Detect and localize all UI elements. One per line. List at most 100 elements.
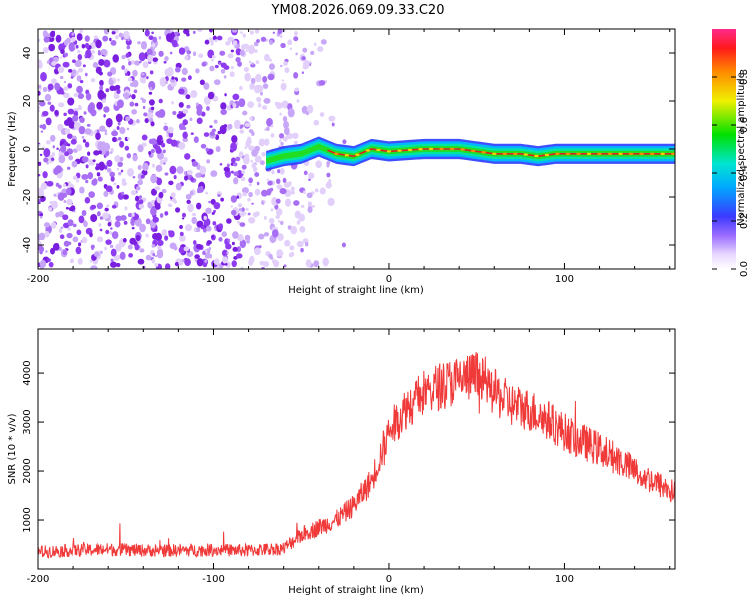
spectrogram-ridge-peak-line — [327, 148, 675, 158]
spectrogram-speckle — [84, 35, 90, 42]
spectrogram-speckle — [304, 241, 309, 247]
spectrogram-speckle — [319, 112, 325, 117]
spectrogram-speckle — [67, 227, 71, 231]
spectrogram-speckle — [214, 64, 219, 69]
spectrogram-speckle — [165, 263, 171, 269]
spectrogram-speckle — [163, 156, 168, 163]
spectrogram-speckle — [125, 38, 132, 46]
spectrogram-speckle — [135, 119, 140, 124]
spectrogram-speckle — [184, 224, 193, 232]
spectrogram-speckle — [287, 108, 295, 118]
spectrogram-speckle — [110, 258, 114, 262]
spectrogram-speckle — [40, 72, 47, 82]
spectrogram-speckle — [115, 34, 119, 40]
spectrogram-speckle — [212, 221, 217, 226]
spectrogram-speckle — [146, 76, 149, 80]
spectrogram-speckle — [58, 210, 65, 218]
spectrogram-speckle — [239, 129, 245, 134]
spectrogram-speckle — [219, 163, 223, 166]
spectrogram-speckle — [175, 207, 181, 213]
spectrogram-speckle — [186, 104, 191, 109]
spectrogram-speckle — [205, 207, 212, 214]
spectrogram-speckle — [232, 102, 237, 109]
spectrogram-speckle — [327, 197, 335, 207]
spectrogram-speckle — [112, 136, 117, 143]
spectrogram-speckle — [238, 234, 244, 239]
spectrogram-speckle — [280, 82, 287, 91]
spectrogram-speckle — [85, 179, 89, 184]
spectrogram-speckle — [70, 138, 77, 145]
spectrogram-speckle — [207, 91, 215, 100]
spectrogram-speckle — [125, 116, 131, 122]
spectrogram-speckle — [63, 240, 70, 247]
spectrogram-speckle — [178, 88, 185, 95]
spectrogram-speckle — [89, 259, 93, 263]
spectrogram-speckle — [275, 214, 280, 220]
spectrogram-speckle — [137, 258, 145, 265]
spectrogram-speckle — [87, 151, 91, 156]
spectrogram-speckle — [248, 60, 252, 64]
colorbar-gradient — [712, 29, 736, 269]
spectrogram-speckle — [73, 121, 81, 130]
spectrogram-speckle — [154, 228, 158, 232]
spectrogram-speckle — [211, 58, 214, 62]
spectrogram-speckle — [179, 224, 183, 230]
spectrogram-speckle — [268, 58, 272, 62]
spectrogram-speckle — [119, 126, 126, 135]
spectrogram-speckle — [90, 50, 96, 54]
spectrogram-speckle — [38, 233, 42, 241]
spectrogram-speckle — [322, 257, 329, 267]
spectrogram-speckle — [261, 266, 265, 269]
spectrogram-speckle — [53, 193, 57, 197]
spectrogram-speckle — [75, 246, 82, 255]
spectrogram-speckle — [215, 145, 221, 153]
spectrogram-speckle — [178, 142, 186, 150]
spectrogram-speckle — [227, 36, 235, 43]
spectrogram-speckle — [283, 127, 290, 135]
spectrogram-speckle — [296, 220, 301, 225]
spectrogram-speckle — [109, 37, 112, 42]
spectrogram-speckle — [105, 88, 110, 93]
spectrogram-noise-speckles — [38, 29, 347, 269]
spectrogram-speckle — [115, 262, 121, 268]
spectrogram-speckle — [82, 64, 86, 68]
spectrogram-speckle — [256, 39, 260, 43]
spectrogram-speckle — [206, 240, 212, 245]
spectrogram-speckle — [159, 159, 165, 165]
spectrogram-speckle — [157, 239, 164, 246]
spectrogram-speckle — [227, 123, 233, 130]
spectrogram-speckle — [308, 178, 311, 181]
spectrogram-ridge-spot — [460, 148, 465, 151]
spectrogram-speckle — [154, 186, 161, 191]
spectrogram-speckle — [103, 114, 106, 118]
spectrogram-speckle — [164, 235, 169, 241]
spectrogram-speckle — [230, 195, 238, 203]
spectrogram-speckle — [266, 178, 269, 181]
spectrogram-speckle — [307, 206, 313, 214]
spectrogram-speckle — [221, 231, 227, 238]
spectrogram-speckle — [181, 77, 187, 82]
spectrogram-speckle — [51, 78, 57, 85]
spectrogram-speckle — [196, 108, 203, 116]
spectrogram-speckle — [199, 79, 205, 86]
spectrogram-speckle — [224, 93, 227, 97]
spectrogram-speckle — [122, 238, 127, 243]
spectrogram-speckle — [99, 79, 104, 87]
spectrogram-speckle — [130, 60, 136, 65]
spectrogram-speckle — [157, 135, 163, 141]
snr-y-axis-label: SNR (10 * v/v) — [7, 413, 18, 484]
spectrogram-ridge-spot — [428, 147, 434, 151]
spectrogram-speckle — [250, 159, 254, 163]
spectrogram-speckle — [199, 165, 207, 175]
spectrogram-speckle — [42, 171, 48, 179]
spectrogram-speckle — [134, 60, 141, 66]
spectrogram-speckle — [276, 249, 284, 257]
spectrogram-speckle — [38, 90, 41, 96]
spectrogram-ridge-spot — [639, 152, 644, 155]
spectrogram-speckle — [248, 183, 252, 187]
spectrogram-speckle — [63, 200, 67, 204]
spectrogram-speckle — [270, 133, 275, 138]
spectrogram-speckle — [164, 68, 172, 77]
spectrogram-speckle — [103, 106, 110, 113]
spectrogram-speckle — [41, 110, 49, 117]
